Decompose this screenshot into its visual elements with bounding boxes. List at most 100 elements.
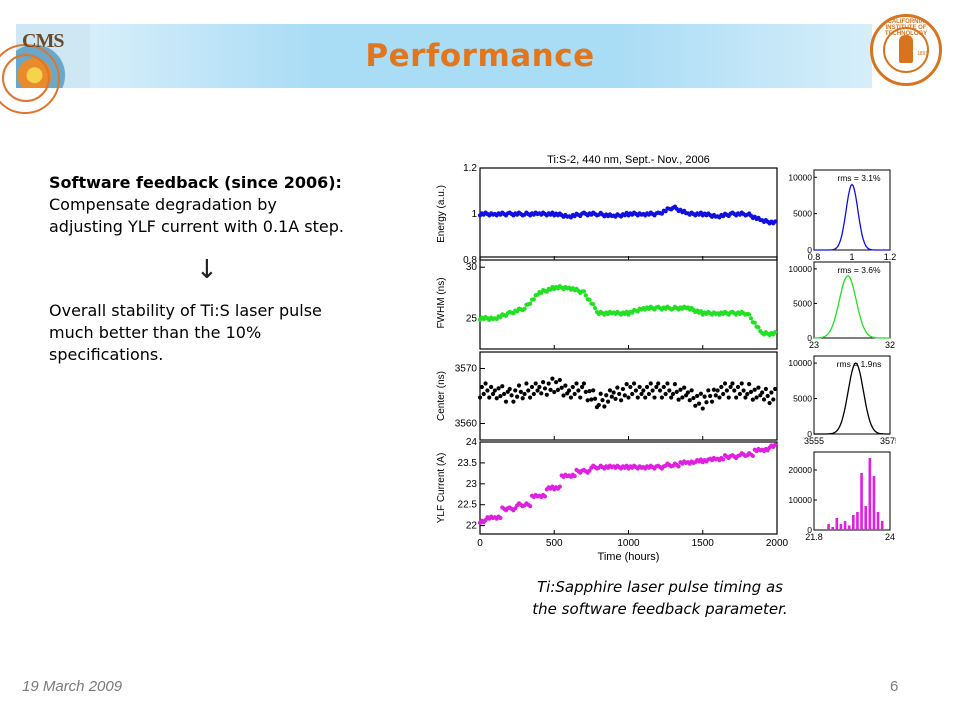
data-point bbox=[734, 395, 739, 400]
page-number: 6 bbox=[890, 678, 899, 695]
hist-x-tick-label: 24 bbox=[885, 532, 895, 542]
data-point bbox=[745, 391, 750, 397]
data-point bbox=[667, 388, 672, 393]
hist-y-tick-label: 10000 bbox=[788, 172, 812, 182]
data-point bbox=[559, 385, 564, 390]
data-point bbox=[507, 386, 512, 392]
data-point bbox=[724, 388, 729, 393]
data-point bbox=[490, 391, 496, 397]
seal-year: 1891 bbox=[917, 51, 929, 57]
data-point bbox=[721, 391, 726, 397]
data-point bbox=[670, 391, 676, 397]
hist-y-tick-label: 5000 bbox=[793, 298, 812, 308]
data-point bbox=[773, 442, 778, 447]
data-point bbox=[665, 381, 670, 386]
hist-bar bbox=[872, 476, 876, 530]
data-point bbox=[661, 384, 666, 390]
y-tick-label: 24 bbox=[466, 437, 478, 448]
hist-curve bbox=[814, 275, 890, 339]
data-point bbox=[494, 396, 499, 401]
data-point bbox=[611, 390, 616, 395]
hist-curve bbox=[814, 362, 890, 435]
data-point bbox=[631, 381, 637, 386]
data-point bbox=[583, 389, 588, 394]
data-point bbox=[626, 395, 631, 400]
panel-frame bbox=[479, 256, 778, 350]
data-point bbox=[496, 386, 501, 391]
data-point bbox=[644, 384, 650, 390]
hist-x-tick-label: 21.8 bbox=[805, 532, 823, 542]
hist-bar bbox=[843, 521, 847, 530]
data-point bbox=[483, 381, 488, 386]
hist-y-tick-label: 5000 bbox=[793, 394, 812, 404]
data-point bbox=[622, 393, 627, 398]
data-point bbox=[657, 388, 663, 393]
data-point bbox=[604, 393, 609, 398]
data-point bbox=[537, 384, 542, 390]
data-point bbox=[709, 399, 715, 404]
data-point bbox=[763, 386, 768, 392]
y-tick-label: 1.2 bbox=[463, 163, 477, 174]
hist-bar bbox=[847, 525, 851, 530]
y-axis-label: Energy (a.u.) bbox=[436, 185, 447, 243]
data-point bbox=[674, 389, 679, 394]
hist-x-tick-label: 3575 bbox=[880, 436, 896, 446]
data-point bbox=[592, 306, 598, 311]
hist-bar bbox=[856, 512, 859, 530]
torch-icon bbox=[899, 35, 913, 63]
data-point bbox=[596, 402, 601, 408]
hist-x-tick-label: 0.8 bbox=[808, 252, 821, 262]
caltech-seal: CALIFORNIA INSTITUTE OF TECHNOLOGY 1891 bbox=[870, 14, 942, 86]
data-point bbox=[654, 384, 659, 390]
data-point bbox=[535, 388, 540, 393]
data-point bbox=[765, 393, 770, 399]
data-point bbox=[702, 394, 707, 399]
data-point bbox=[767, 400, 772, 406]
y-axis-label: YLF Current (A) bbox=[436, 453, 447, 524]
hist-y-tick-label: 10000 bbox=[788, 264, 812, 274]
data-point bbox=[715, 388, 720, 393]
data-point bbox=[522, 391, 527, 397]
feedback-body: Compensate degradation by adjusting YLF … bbox=[49, 195, 344, 236]
header-band bbox=[16, 24, 872, 88]
y-tick-label: 0.8 bbox=[463, 255, 477, 266]
data-point bbox=[750, 453, 755, 459]
data-point bbox=[695, 393, 700, 399]
data-point bbox=[542, 494, 548, 499]
hist-x-tick-label: 1.2 bbox=[884, 252, 896, 262]
data-point bbox=[528, 504, 533, 509]
x-axis-label: Time (hours) bbox=[598, 551, 660, 563]
x-tick-label: 1500 bbox=[692, 538, 715, 549]
data-point bbox=[522, 306, 527, 311]
hist-y-tick-label: 0 bbox=[807, 333, 812, 343]
data-point bbox=[676, 464, 681, 469]
text-block: Software feedback (since 2006): Compensa… bbox=[49, 172, 349, 238]
y-tick-label: 3560 bbox=[455, 419, 478, 430]
y-tick-label: 3570 bbox=[455, 364, 478, 375]
data-point bbox=[568, 395, 574, 400]
data-point bbox=[518, 389, 523, 394]
data-point bbox=[555, 387, 561, 392]
data-point bbox=[531, 297, 536, 302]
data-point bbox=[708, 393, 713, 399]
hist-x-tick-label: 23 bbox=[809, 340, 819, 350]
data-point bbox=[761, 397, 767, 402]
data-point bbox=[542, 386, 548, 391]
performance-figure: Ti:S-2, 440 nm, Sept.- Nov., 2006 0.8 1 1.2… bbox=[432, 150, 900, 568]
data-point bbox=[769, 390, 774, 395]
data-point bbox=[487, 395, 492, 400]
data-point bbox=[756, 325, 761, 330]
x-tick-label: 1000 bbox=[617, 538, 640, 549]
x-tick-label: 500 bbox=[546, 538, 563, 549]
histogram-frame bbox=[813, 261, 891, 339]
hist-rms-label: rms = 3.1% bbox=[837, 173, 881, 183]
hist-y-tick-label: 20000 bbox=[788, 465, 812, 475]
hist-bar bbox=[880, 521, 884, 530]
footer-date: 19 March 2009 bbox=[22, 678, 123, 695]
data-point bbox=[618, 398, 624, 403]
logo-ring-outer bbox=[0, 44, 60, 114]
data-point bbox=[602, 404, 607, 409]
data-point bbox=[503, 399, 509, 404]
data-point bbox=[747, 382, 752, 387]
hist-bar bbox=[876, 512, 880, 530]
